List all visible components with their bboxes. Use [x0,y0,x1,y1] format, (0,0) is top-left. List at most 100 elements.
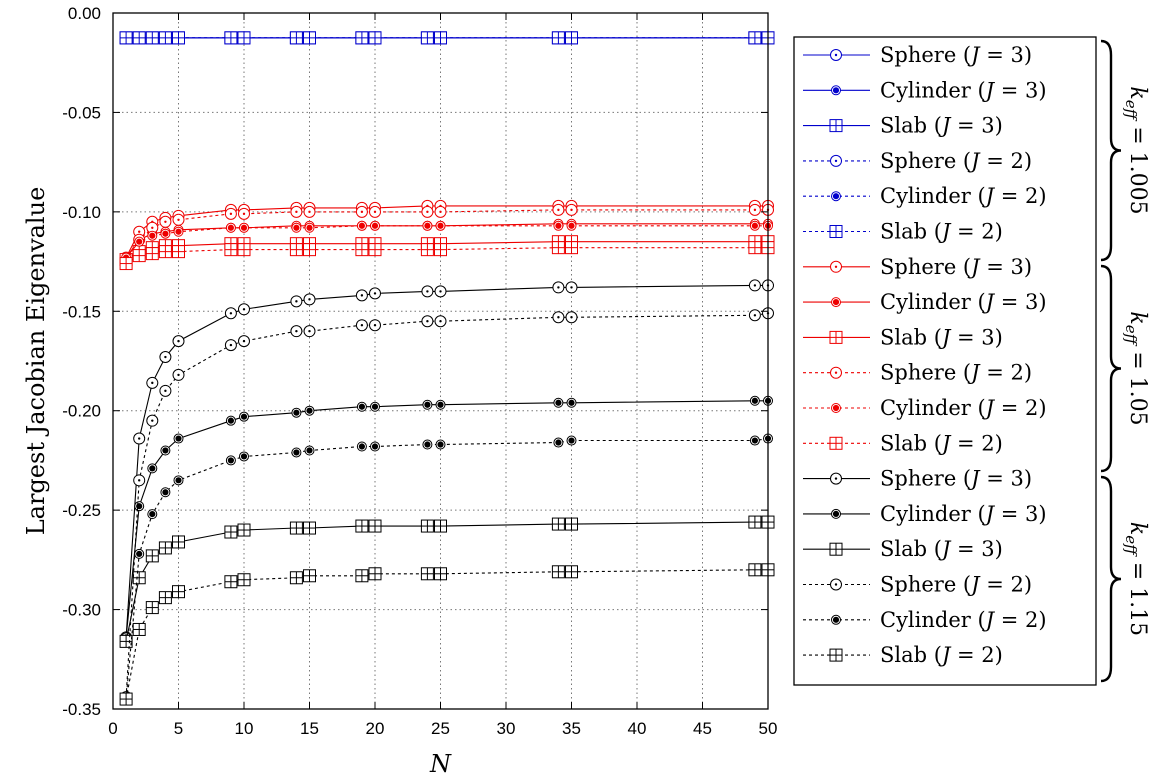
x-tick-label: 15 [300,719,319,738]
legend-marker-center [834,583,838,586]
legend-entry: Sphere (J = 3) [803,467,1032,491]
data-point-fill [437,401,444,408]
data-point-center [164,389,167,393]
data-point-fill [568,222,575,229]
data-point-center [753,208,757,212]
data-point-fill [437,222,444,229]
data-point-center [295,329,298,333]
legend-marker-fill [832,193,840,200]
data-point-fill [149,511,156,518]
data-point-fill [175,435,182,442]
data-point-center [439,290,442,293]
data-point-fill [240,224,248,231]
legend-label: Slab (J = 3) [880,537,1003,561]
data-point-fill [227,457,234,464]
legend-entry: Cylinder (J = 2) [803,396,1047,420]
group-label: keff = 1.005 [1122,86,1150,214]
legend-label: Cylinder (J = 2) [880,396,1047,420]
legend-marker-center [834,159,838,163]
series-slab-j3-group3 [119,515,775,648]
series-slab-j3-group2 [119,235,775,267]
series-slab-j2-group2 [119,241,775,271]
legend-box [793,36,1097,686]
series-line [125,312,769,698]
legend-entry: Slab (J = 3) [803,114,1003,138]
legend-entry: Cylinder (J = 2) [803,608,1047,632]
data-point-center [426,290,429,293]
data-point-fill [555,222,562,229]
series-line [125,209,768,262]
data-point-center [360,294,364,297]
data-point-fill [240,413,248,420]
data-point-fill [424,401,431,408]
legend-entry: Sphere (J = 2) [803,361,1032,385]
data-point-fill [306,447,313,454]
data-point-center [373,292,377,295]
data-point-fill [162,489,169,496]
data-point-center [570,208,573,212]
x-tick-label: 45 [693,719,712,738]
legend-entry: Sphere (J = 2) [803,149,1032,173]
data-point-fill [371,443,379,450]
data-point-fill [136,503,143,510]
legend-entry: Cylinder (J = 2) [803,184,1047,208]
data-point-center [373,324,377,327]
data-point-fill [149,465,156,472]
data-point-fill [293,449,300,456]
data-point-fill [751,397,759,404]
data-point-center [177,339,180,343]
data-point-fill [162,447,169,454]
data-point-center [308,210,311,214]
data-point-fill [371,222,379,229]
legend-label: Sphere (J = 3) [880,255,1032,279]
x-tick-label: 40 [628,719,647,738]
x-tick-label: 0 [108,719,117,738]
data-point-fill [175,477,182,484]
data-point-center [242,212,246,216]
legend-entry: Slab (J = 2) [803,220,1003,244]
series-sphere-j3-group3 [120,279,774,644]
legend-entry: Slab (J = 3) [803,325,1003,349]
y-tick-label: -0.20 [62,402,101,421]
legend-label: Slab (J = 2) [880,431,1003,455]
data-point-center [151,419,154,422]
x-tick-label: 5 [174,719,183,738]
data-point-fill [424,441,431,448]
data-point-center [753,284,757,287]
data-point-fill [555,439,562,446]
data-point-fill [358,403,365,410]
data-point-fill [227,224,234,231]
series-sphere-j2-group3 [120,307,774,704]
y-tick-label: -0.35 [62,700,101,719]
data-point-center [164,355,167,359]
legend-marker-center [834,265,838,268]
group-label: keff = 1.05 [1122,311,1150,425]
legend-label: Cylinder (J = 2) [880,184,1047,208]
x-tick-label: 35 [562,719,581,738]
legend-label: Slab (J = 2) [880,220,1003,244]
legend-label: Cylinder (J = 2) [880,608,1047,632]
legend-entry: Slab (J = 2) [803,643,1003,667]
data-point-center [439,320,442,323]
data-point-center [138,230,141,233]
data-point-fill [293,224,300,231]
x-tick-label: 20 [366,719,385,738]
data-point-center [360,210,364,214]
legend-label: Sphere (J = 2) [880,573,1032,597]
legend-marker-fill [832,299,840,306]
legend-label: Slab (J = 3) [880,114,1003,138]
data-point-center [753,314,757,317]
legend-label: Slab (J = 3) [880,325,1003,349]
data-point-fill [175,228,182,235]
series-line [125,521,768,642]
data-point-center [439,210,442,214]
data-point-center [229,312,233,315]
y-tick-label: -0.25 [62,501,101,520]
data-point-fill [136,238,143,245]
data-point-center [164,220,167,223]
legend-entry: Slab (J = 2) [803,431,1003,455]
group-brace [1100,264,1122,473]
data-point-fill [240,453,248,460]
legend-entry: Slab (J = 3) [803,537,1003,561]
series-cylinder-j2-group2 [121,220,773,263]
